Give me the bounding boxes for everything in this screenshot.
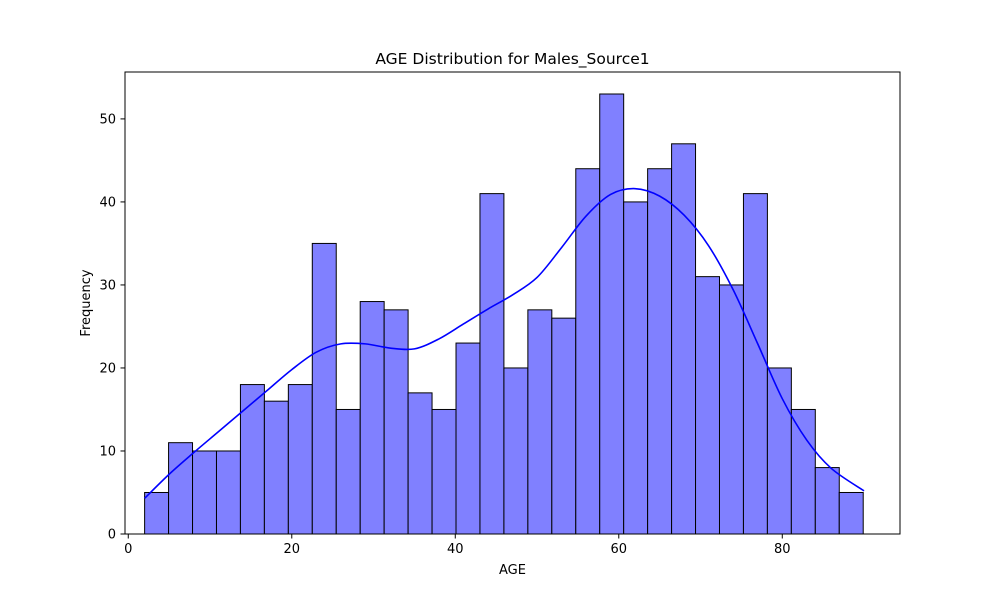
bars-layer bbox=[144, 93, 864, 535]
histogram-bar bbox=[790, 408, 816, 535]
histogram-bar bbox=[527, 309, 553, 535]
y-tick-label: 10 bbox=[99, 444, 116, 459]
x-tick-label: 20 bbox=[283, 542, 300, 557]
histogram-bar bbox=[503, 367, 529, 535]
histogram-bar bbox=[335, 408, 361, 535]
histogram-bar bbox=[263, 400, 289, 535]
y-tick-label: 30 bbox=[99, 278, 116, 293]
y-tick-label: 40 bbox=[99, 195, 116, 210]
x-axis-label: AGE bbox=[499, 563, 526, 578]
histogram-bar bbox=[311, 242, 337, 535]
histogram-bar bbox=[479, 193, 505, 535]
histogram-bar bbox=[359, 301, 385, 535]
x-axis-ticks: 0 20 40 60 80 bbox=[124, 534, 791, 557]
histogram-bar bbox=[287, 384, 313, 535]
y-axis-ticks: 0 10 20 30 40 50 bbox=[99, 112, 125, 543]
histogram-bar bbox=[431, 408, 457, 535]
histogram-bar bbox=[695, 276, 720, 535]
histogram-bar bbox=[718, 284, 744, 535]
histogram-bar bbox=[742, 193, 768, 535]
histogram-bar bbox=[192, 450, 217, 535]
x-tick-label: 80 bbox=[774, 542, 791, 557]
histogram-bar bbox=[407, 392, 433, 535]
x-tick-label: 60 bbox=[611, 542, 628, 557]
axes-frame bbox=[124, 71, 901, 535]
y-axis-label: Frequency bbox=[79, 269, 94, 336]
kde-curve bbox=[144, 187, 865, 499]
kde-layer bbox=[144, 187, 865, 499]
x-tick-label: 0 bbox=[124, 542, 132, 557]
histogram-bar bbox=[647, 168, 673, 535]
histogram-bar bbox=[239, 384, 265, 535]
histogram-bar bbox=[814, 467, 840, 535]
y-tick-label: 50 bbox=[99, 112, 116, 127]
histogram-bar bbox=[838, 491, 864, 535]
histogram-bar bbox=[215, 450, 241, 535]
y-tick-label: 20 bbox=[99, 361, 116, 376]
x-tick-label: 40 bbox=[447, 542, 464, 557]
histogram-bar bbox=[623, 201, 649, 535]
histogram-bar bbox=[599, 93, 625, 535]
chart-title: AGE Distribution for Males_Source1 bbox=[375, 50, 649, 69]
histogram-bar bbox=[455, 342, 481, 535]
histogram-bar bbox=[383, 309, 409, 535]
histogram-bar bbox=[671, 143, 697, 535]
histogram-bar bbox=[144, 491, 170, 535]
y-tick-label: 0 bbox=[108, 528, 116, 543]
histogram-bar bbox=[551, 317, 577, 535]
